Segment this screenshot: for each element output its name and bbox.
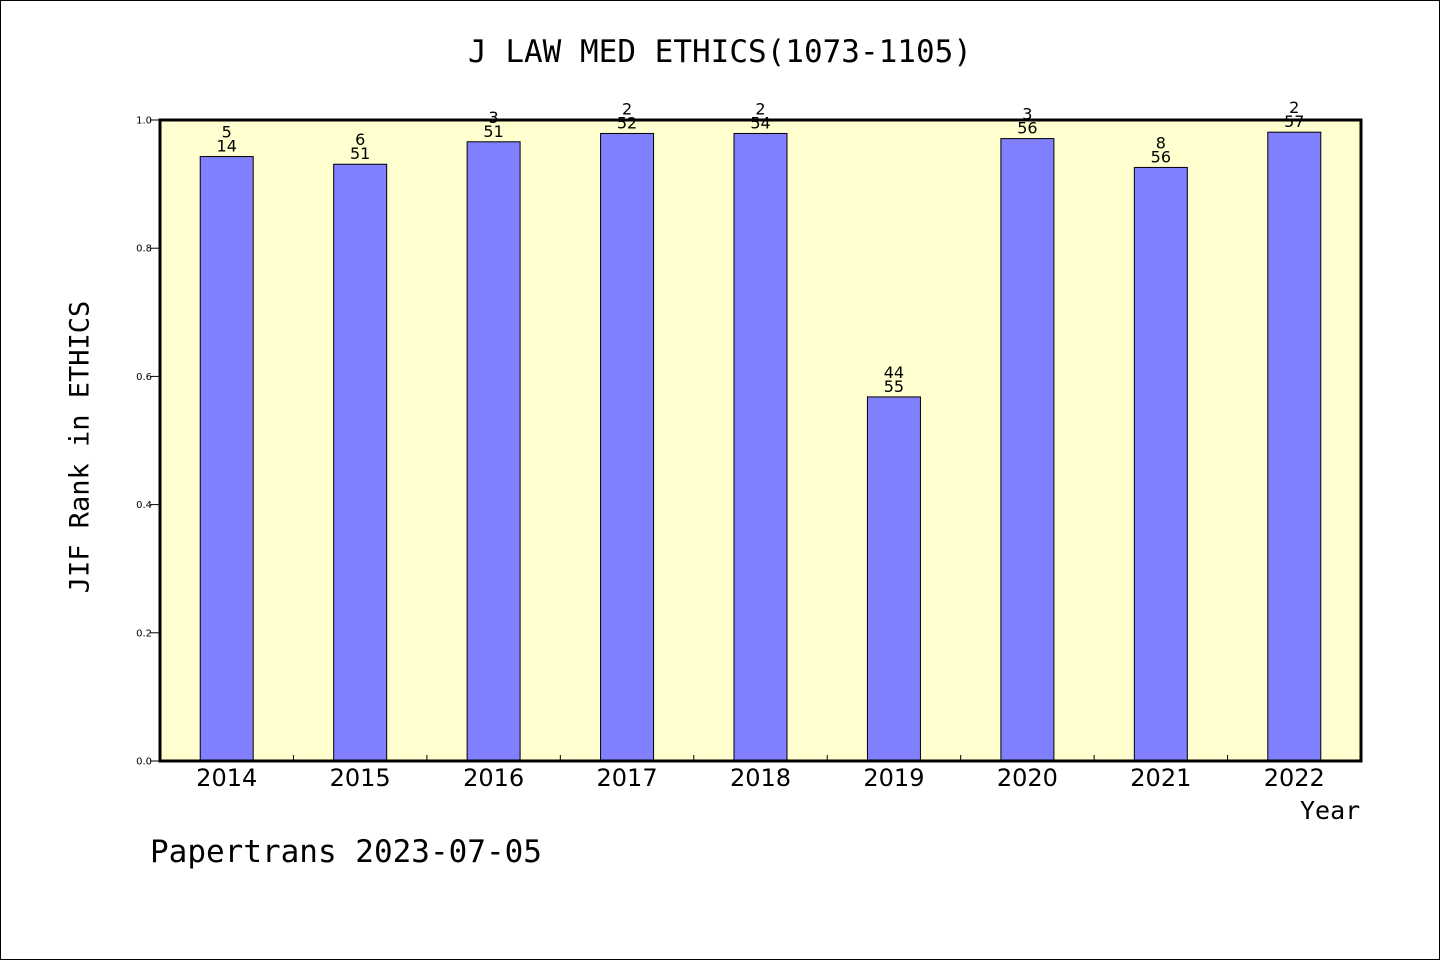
bar-rank-label: 2 [622,99,632,118]
plot-border [158,118,1363,763]
chart-title: J LAW MED ETHICS(1073-1105) [468,34,972,70]
bar-rank-label: 3 [489,108,499,127]
bar-rank-label: 2 [1289,98,1299,117]
y-tick-label: 0.6 [136,372,152,383]
bar [199,156,254,762]
x-axis-tick-labels: 2014 2015 2016 2017 2018 2019 2020 2021 2022 [196,764,1325,792]
bar [466,141,521,762]
x-axis-label: Year [1300,796,1361,825]
x-tick-label: 2020 [997,764,1058,792]
x-tick-label: 2018 [730,764,791,792]
bar [1000,138,1055,762]
bar-rank-label: 5 [222,123,232,142]
bar [733,132,788,762]
bar-total-label: 54 [750,113,770,132]
bars [199,131,1322,762]
footer-text: Papertrans 2023-07-05 [150,834,542,870]
x-tick-label: 2015 [330,764,391,792]
bar-total-label: 56 [1151,147,1171,166]
x-tick-label: 2017 [597,764,658,792]
bar-total-label: 52 [617,113,637,132]
y-tick-label: 1.0 [136,116,152,127]
y-tick-label: 0.2 [136,628,152,639]
bar-rank-label: 8 [1156,133,1166,152]
x-tick-label: 2021 [1130,764,1191,792]
bar-rank-label: 44 [884,363,904,382]
x-tick-label: 2019 [863,764,924,792]
y-axis-ticks: 0.0 0.2 0.4 0.6 0.8 1.0 [136,116,160,768]
x-tick-label: 2016 [463,764,524,792]
bar [600,132,655,762]
bar [866,396,921,762]
bar-total-label: 51 [350,144,370,163]
x-tick-label: 2022 [1264,764,1325,792]
bar-total-label: 56 [1017,119,1037,138]
bar-total-label: 51 [483,122,503,141]
y-tick-label: 0.0 [136,757,152,768]
bar-total-label: 14 [217,137,237,156]
bar [1267,131,1322,762]
bar [1133,166,1188,762]
bar-rank-label: 3 [1022,105,1032,124]
bar-total-label: 55 [884,377,904,396]
bar-total-label: 57 [1284,112,1304,131]
y-tick-label: 0.4 [136,500,152,511]
bar-rank-label: 6 [355,130,365,149]
bar [333,163,388,762]
x-tick-label: 2014 [196,764,257,792]
y-tick-label: 0.8 [136,244,152,255]
bar-rank-label: 2 [755,99,765,118]
